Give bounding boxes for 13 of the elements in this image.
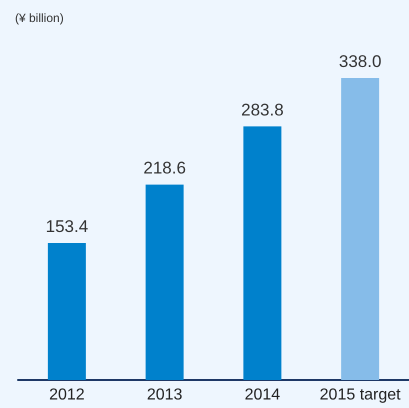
data-label: 218.6 [143, 158, 186, 178]
bar [48, 242, 86, 380]
x-tick-label: 2013 [146, 386, 183, 404]
data-label: 153.4 [46, 216, 88, 236]
bar [146, 184, 184, 380]
x-tick-label: 2014 [244, 386, 280, 404]
x-tick-label: 2012 [49, 386, 85, 404]
data-label: 283.8 [241, 100, 284, 120]
bar [243, 126, 282, 380]
x-tick-label: 2015 target [320, 386, 402, 404]
data-label: 338.0 [338, 52, 382, 71]
chart-subtitle: (¥ billion) [15, 11, 64, 25]
bar [341, 78, 380, 380]
